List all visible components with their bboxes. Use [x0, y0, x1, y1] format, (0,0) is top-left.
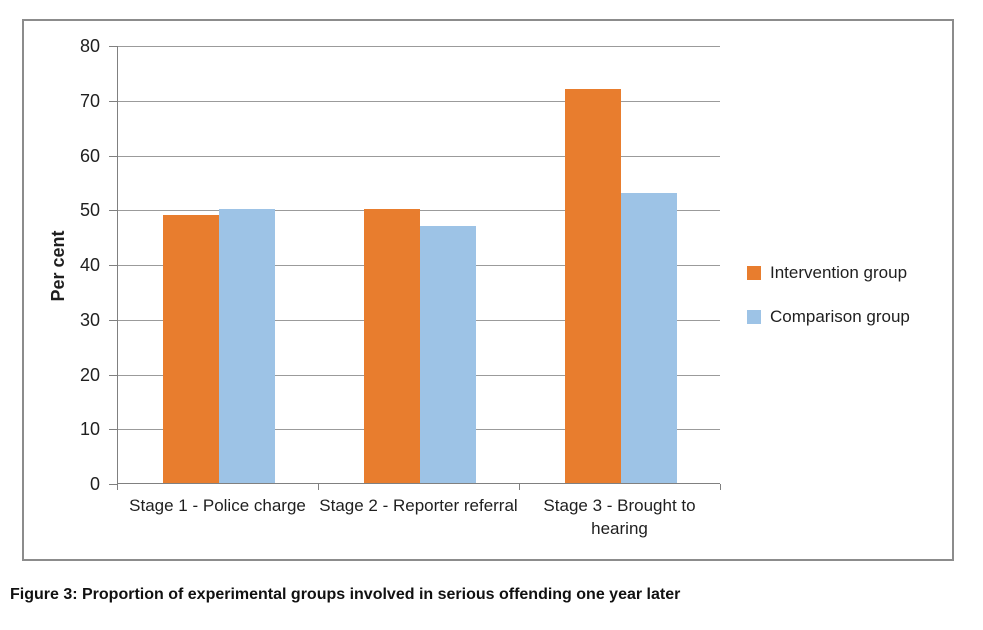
legend: Intervention group Comparison group [747, 263, 910, 351]
bar-intervention-group-stage-1-police-charge [162, 214, 219, 483]
x-tick-mark-3 [720, 484, 721, 490]
bar-comparison-group-stage-1-police-charge [218, 209, 275, 483]
legend-item-intervention-group: Intervention group [747, 263, 910, 283]
x-tick-mark-0 [117, 484, 118, 490]
y-tick-mark-70 [109, 100, 117, 102]
figure-caption: Figure 3: Proportion of experimental gro… [10, 586, 681, 603]
x-category-label-stage-1-police-charge: Stage 1 - Police charge [129, 496, 306, 515]
y-tick-label-70: 70 [79, 90, 100, 111]
x-category-label-stage-2-reporter-referral: Stage 2 - Reporter referral [319, 496, 518, 515]
plot-area [117, 46, 720, 484]
y-tick-mark-0 [109, 484, 117, 485]
y-tick-label-30: 30 [79, 309, 100, 330]
bar-intervention-group-stage-3-brought-to-hearing [564, 88, 621, 483]
y-tick-mark-50 [109, 210, 117, 212]
gridline-80 [118, 46, 720, 47]
y-tick-mark-40 [109, 265, 117, 266]
legend-swatch-comparison-group [747, 310, 761, 324]
y-tick-label-50: 50 [79, 200, 100, 221]
y-tick-mark-60 [109, 155, 117, 157]
bar-intervention-group-stage-2-reporter-referral [363, 209, 420, 483]
legend-label-intervention-group: Intervention group [770, 263, 908, 282]
y-tick-label-10: 10 [79, 419, 100, 440]
y-tick-label-80: 80 [79, 36, 100, 56]
chart-area: Per cent 0 10 20 30 40 50 60 70 80 Stage 1 - Pol… [22, 19, 954, 561]
y-tick-label-0: 0 [89, 474, 100, 494]
legend-swatch-intervention-group [747, 266, 761, 280]
y-tick-mark-20 [109, 374, 117, 376]
legend-label-comparison-group: Comparison group [770, 307, 910, 326]
y-tick-label-40: 40 [79, 255, 100, 275]
x-tick-mark-1 [318, 484, 319, 490]
bar-comparison-group-stage-2-reporter-referral [419, 225, 476, 483]
x-tick-mark-2 [519, 484, 520, 490]
y-tick-mark-10 [109, 429, 117, 431]
y-tick-label-20: 20 [79, 364, 100, 385]
gridline-70 [118, 100, 720, 102]
bar-comparison-group-stage-3-brought-to-hearing [620, 192, 677, 483]
y-tick-mark-30 [109, 319, 117, 321]
y-tick-label-60: 60 [79, 145, 100, 166]
x-category-label-stage-3-brought-to-hearing: Stage 3 - Brought to hearing [543, 496, 696, 538]
legend-item-comparison-group: Comparison group [747, 307, 910, 327]
y-tick-mark-80 [109, 46, 117, 47]
gridline-60 [118, 155, 720, 157]
